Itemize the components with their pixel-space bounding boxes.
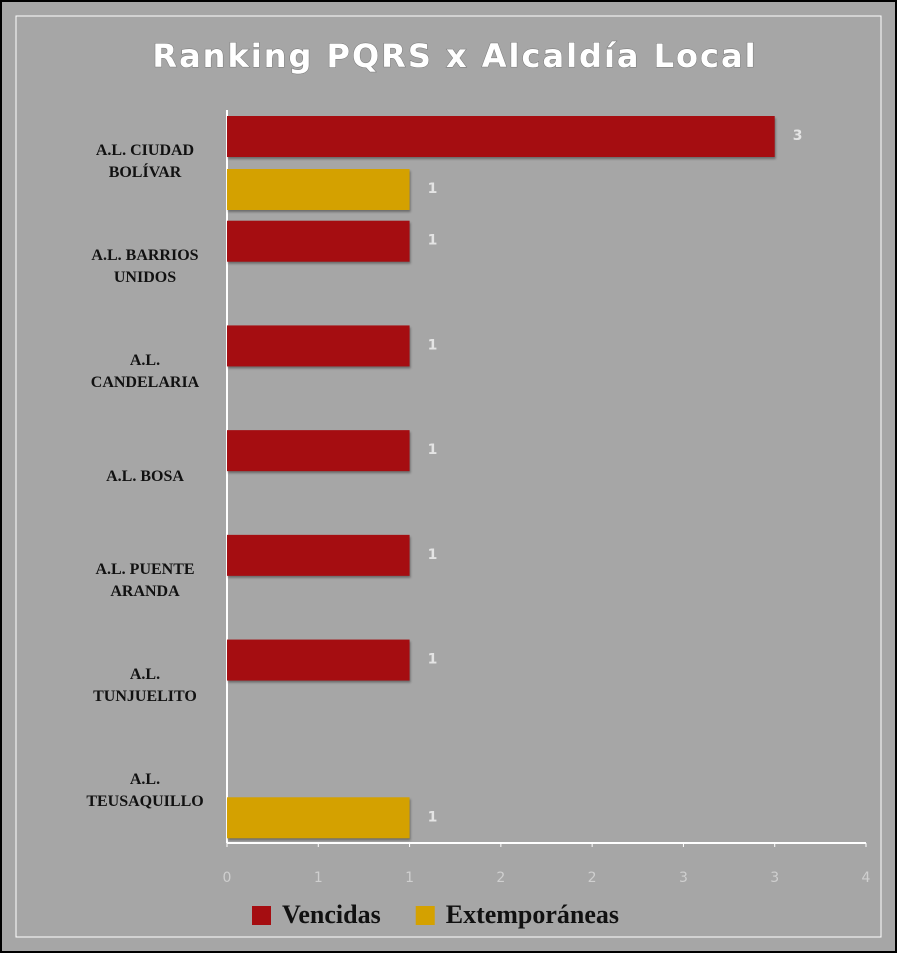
x-tick-label: 2 — [588, 870, 597, 886]
data-label: 1 — [428, 809, 438, 825]
category-label: A.L. PUENTE ARANDA — [95, 561, 195, 601]
bar — [227, 220, 410, 262]
bar — [227, 534, 410, 576]
data-label: 1 — [428, 233, 438, 249]
bar — [227, 169, 410, 210]
bar — [227, 116, 775, 157]
category-label: A.L. CANDELARIA — [90, 351, 200, 391]
x-tick-label: 2 — [496, 870, 505, 886]
bar — [227, 430, 410, 472]
x-tick-label: 0 — [223, 870, 232, 886]
data-label: 1 — [428, 652, 438, 668]
chart-title: Ranking PQRS x Alcaldía Local — [152, 37, 757, 75]
bar — [227, 639, 410, 681]
x-tick-label: 1 — [314, 870, 323, 886]
inner-border — [15, 15, 882, 938]
category-label: A.L. BOSA — [106, 467, 184, 485]
bar — [227, 325, 410, 367]
data-label: 1 — [428, 337, 438, 353]
legend-swatch — [415, 906, 435, 925]
data-label: 1 — [428, 547, 438, 563]
data-label: 3 — [793, 128, 803, 144]
legend-swatch — [252, 906, 271, 925]
x-tick-label: 1 — [405, 870, 414, 886]
x-tick-label: 3 — [770, 870, 779, 886]
data-label: 1 — [428, 181, 438, 197]
data-label: 1 — [428, 442, 438, 458]
category-label: A.L. TUNJUELITO — [93, 665, 197, 705]
x-tick-label: 4 — [862, 870, 871, 886]
legend-label: Extemporáneas — [446, 900, 619, 929]
category-label: A.L. BARRIOS UNIDOS — [91, 247, 199, 287]
category-label: A.L. CIUDAD BOLÍVAR — [95, 142, 195, 182]
bar — [227, 797, 410, 839]
legend-label: Vencidas — [282, 900, 381, 929]
x-tick-label: 3 — [679, 870, 688, 886]
category-label: A.L. TEUSAQUILLO — [86, 770, 204, 810]
